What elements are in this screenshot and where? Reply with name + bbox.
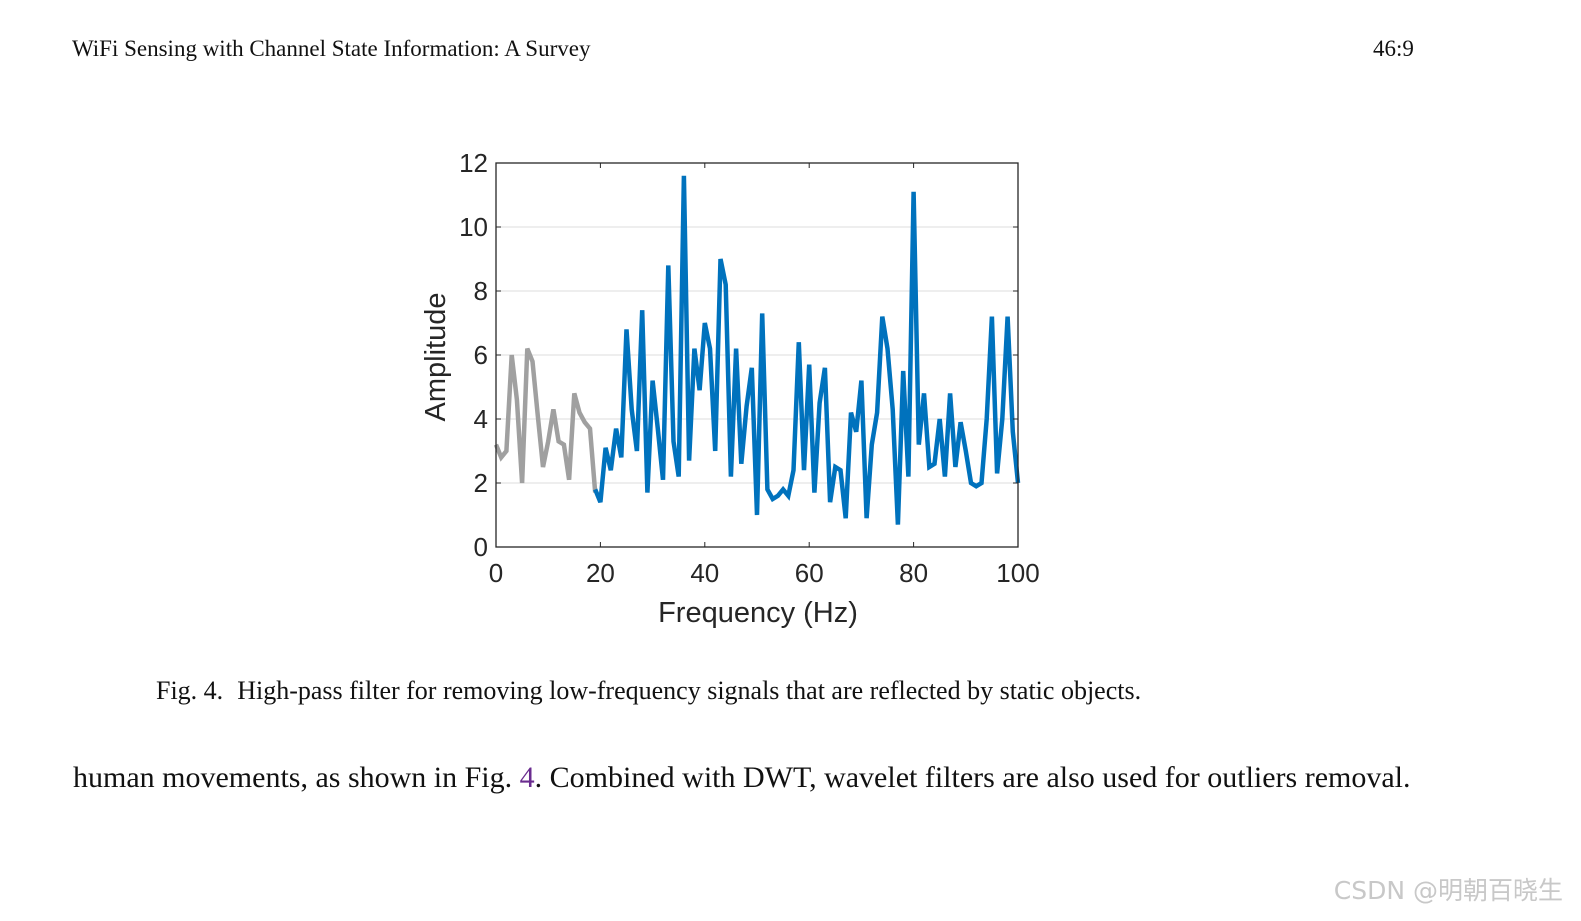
body-text-2: . Combined with DWT, wavelet filters are… [534, 761, 1411, 794]
y-tick-label: 6 [474, 340, 488, 370]
y-tick-label: 10 [459, 212, 488, 242]
y-tick-label: 12 [459, 148, 488, 178]
y-tick-label: 8 [474, 276, 488, 306]
caption-text: High-pass filter for removing low-freque… [237, 676, 1142, 705]
y-axis-label: Amplitude [420, 293, 452, 422]
x-axis-label: Frequency (Hz) [658, 597, 858, 629]
y-tick-label: 2 [474, 468, 488, 498]
running-header-title: WiFi Sensing with Channel State Informat… [72, 36, 591, 61]
figure-label: Fig. 4. [156, 676, 224, 705]
body-paragraph: human movements, as shown in Fig. 4. Com… [73, 757, 1418, 798]
series-line-retained [593, 175, 1021, 525]
figure-caption: Fig. 4. High-pass filter for removing low… [156, 676, 1141, 706]
y-tick-label: 4 [474, 404, 488, 434]
watermark: CSDN @明朝百晓生 [1333, 876, 1563, 905]
page-number: 46:9 [1373, 36, 1414, 61]
x-tick-label: 60 [795, 558, 824, 588]
x-tick-label: 20 [586, 558, 615, 588]
x-tick-label: 0 [489, 558, 503, 588]
x-tick-label: 40 [690, 558, 719, 588]
x-tick-label: 80 [899, 558, 928, 588]
series-line-low-frequency [493, 347, 598, 493]
y-tick-label: 0 [474, 532, 488, 562]
x-tick-label: 100 [996, 558, 1039, 588]
figure-reference-link[interactable]: 4 [519, 761, 535, 794]
body-text-1: human movements, as shown in Fig. [73, 761, 520, 794]
